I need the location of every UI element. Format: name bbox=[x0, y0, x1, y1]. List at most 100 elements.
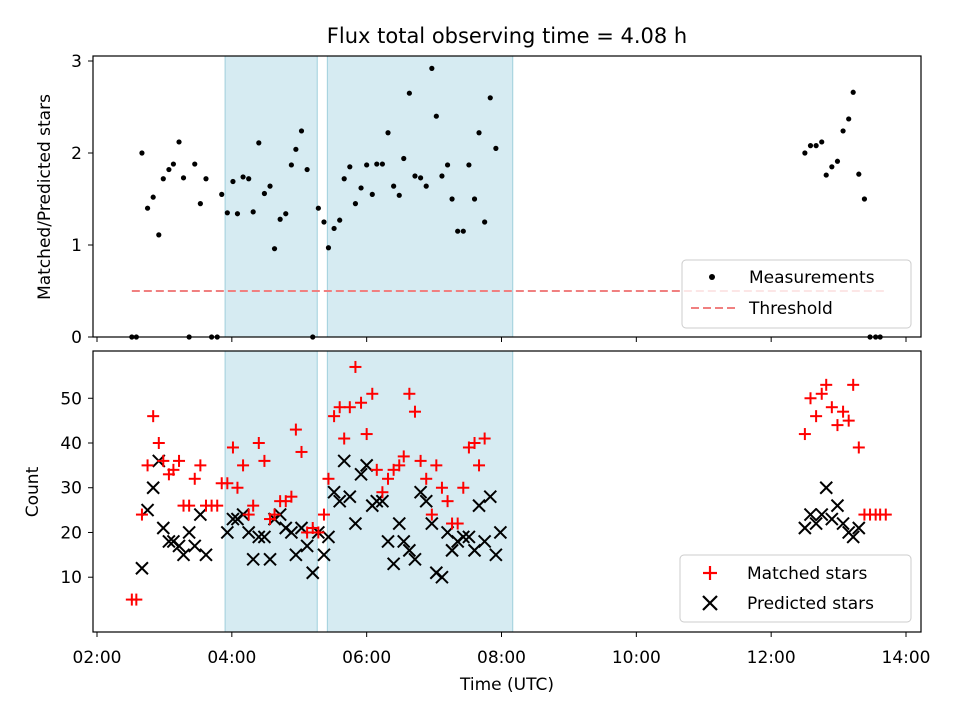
predicted-star-marker bbox=[846, 530, 860, 544]
predicted-star-marker bbox=[199, 548, 213, 562]
measurement-point bbox=[240, 174, 246, 180]
matched-star-marker bbox=[804, 392, 817, 405]
measurement-point bbox=[850, 89, 856, 95]
measurement-point bbox=[802, 150, 808, 156]
measurement-point bbox=[180, 175, 187, 181]
measurement-point bbox=[471, 196, 478, 202]
predicted-star-marker bbox=[483, 489, 497, 504]
predicted-star-marker bbox=[162, 534, 176, 549]
matched-star-marker bbox=[268, 508, 281, 521]
measurement-point bbox=[429, 65, 435, 71]
top-axes-frame bbox=[92, 55, 922, 338]
matched-star-marker bbox=[333, 401, 346, 414]
measurement-point bbox=[374, 161, 380, 167]
x-tick-label: 04:00 bbox=[207, 648, 256, 668]
predicted-star-marker bbox=[425, 516, 439, 531]
predicted-star-marker bbox=[359, 458, 374, 473]
matched-star-marker bbox=[252, 437, 265, 449]
matched-star-marker bbox=[457, 481, 470, 494]
matched-star-marker bbox=[451, 517, 464, 530]
matched-star-marker bbox=[355, 396, 368, 409]
measurement-point bbox=[176, 139, 182, 145]
predicted-star-marker bbox=[252, 530, 266, 544]
measurement-point bbox=[846, 116, 852, 122]
matched-star-marker bbox=[831, 419, 844, 432]
predicted-star-marker bbox=[306, 566, 320, 580]
x-tick-label: 12:00 bbox=[747, 648, 796, 668]
measurement-point bbox=[823, 172, 829, 178]
matched-star-marker bbox=[188, 472, 201, 485]
predicted-star-marker bbox=[852, 521, 866, 535]
legend-measurements-marker bbox=[709, 274, 715, 280]
top-shaded-intervals bbox=[224, 55, 514, 338]
matched-star-marker bbox=[135, 508, 148, 521]
predicted-star-marker bbox=[337, 454, 351, 468]
predicted-star-marker bbox=[402, 543, 417, 558]
matched-star-marker bbox=[173, 454, 186, 467]
bottom-panel: 02:00 04:00 06:00 08:00 10:00 12:00 14:00 10 20 3… bbox=[23, 350, 931, 695]
bottom-legend-box bbox=[679, 554, 912, 623]
predicted-star-marker bbox=[246, 552, 260, 567]
predicted-star-marker bbox=[435, 570, 449, 584]
predicted-star-marker bbox=[493, 525, 508, 540]
predicted-star-marker bbox=[135, 561, 149, 575]
measurement-point bbox=[170, 161, 177, 167]
bottom-legend: Matched stars Predicted stars bbox=[679, 554, 912, 623]
predicted-star-marker bbox=[803, 507, 818, 522]
legend-predicted-marker bbox=[702, 595, 718, 611]
predicted-star-marker bbox=[370, 494, 384, 508]
measurement-point bbox=[364, 162, 370, 168]
bottom-y-tick-label: 10 bbox=[60, 568, 82, 588]
matched-star-marker bbox=[231, 481, 244, 494]
matched-star-marker bbox=[820, 378, 833, 391]
matched-star-marker bbox=[847, 378, 860, 391]
measurement-point bbox=[321, 219, 327, 225]
measurement-point bbox=[160, 176, 166, 182]
measurement-point bbox=[406, 90, 412, 96]
predicted-star-marker bbox=[300, 539, 314, 553]
matched-star-marker bbox=[798, 428, 811, 441]
top-legend-box bbox=[681, 259, 912, 329]
measurement-point bbox=[156, 232, 162, 238]
predicted-star-marker bbox=[445, 543, 459, 558]
predicted-star-marker bbox=[263, 552, 277, 567]
measurement-point bbox=[493, 145, 499, 151]
matched-star-marker bbox=[157, 454, 170, 467]
predicted-star-marker bbox=[825, 512, 839, 526]
measurement-point bbox=[139, 150, 145, 156]
matched-star-markers bbox=[125, 360, 892, 606]
predicted-star-marker bbox=[472, 498, 486, 513]
top-legend: Measurements Threshold bbox=[681, 259, 912, 329]
bottom-y-tick-label: 30 bbox=[60, 479, 82, 499]
measurement-point bbox=[460, 228, 466, 234]
measurement-point bbox=[423, 183, 429, 189]
measurement-point bbox=[331, 225, 337, 232]
measurement-point bbox=[861, 196, 868, 202]
measurement-point bbox=[267, 183, 273, 189]
bottom-y-axis-label: Count bbox=[23, 466, 43, 517]
measurement-point bbox=[369, 191, 375, 197]
measurement-point bbox=[347, 164, 353, 170]
matched-star-marker bbox=[852, 441, 865, 454]
predicted-star-marker bbox=[321, 530, 336, 544]
measurement-point bbox=[219, 191, 225, 197]
predicted-star-marker bbox=[220, 525, 235, 540]
predicted-star-marker bbox=[188, 539, 202, 553]
matched-star-marker bbox=[289, 423, 302, 436]
x-tick-label: 08:00 bbox=[477, 648, 526, 668]
measurement-point bbox=[261, 190, 268, 197]
predicted-star-marker bbox=[489, 548, 503, 562]
matched-star-marker bbox=[343, 401, 356, 414]
top-y-tick-label: 1 bbox=[71, 236, 82, 256]
top-y-axis-label: Matched/Predicted stars bbox=[35, 94, 55, 300]
predicted-star-marker bbox=[456, 530, 471, 544]
predicted-star-marker bbox=[146, 481, 160, 495]
matched-star-marker bbox=[130, 593, 143, 606]
measurement-point bbox=[352, 201, 359, 207]
matched-star-marker bbox=[430, 459, 443, 472]
measurement-point bbox=[449, 196, 455, 202]
matched-star-marker bbox=[247, 499, 260, 512]
predicted-star-marker bbox=[182, 525, 196, 540]
predicted-star-marker bbox=[830, 498, 845, 513]
matched-star-marker bbox=[242, 508, 255, 521]
